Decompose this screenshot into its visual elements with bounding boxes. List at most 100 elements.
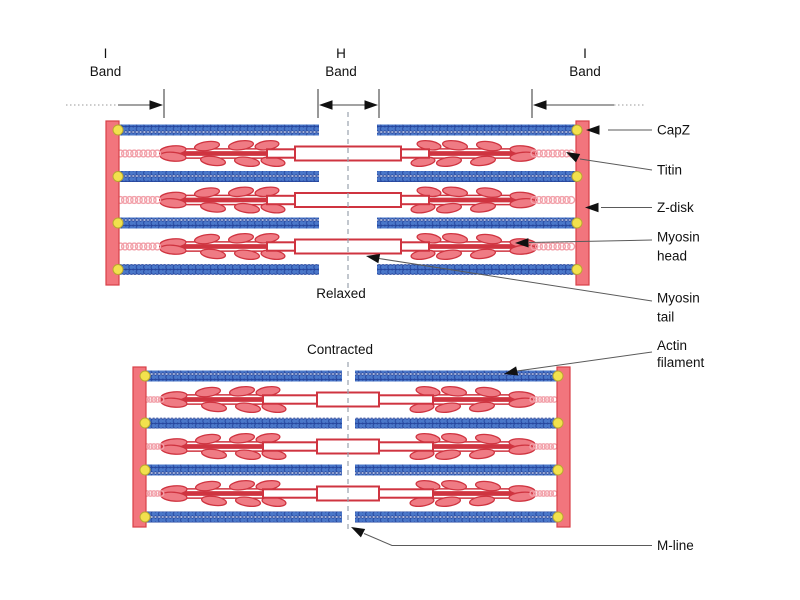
leader-arrowhead-capz: [586, 125, 600, 135]
myosin-head: [434, 449, 462, 461]
leader-line-myosin-tail: [378, 258, 653, 302]
titin-coil: [143, 396, 165, 403]
myosin-tail-sleeve-narrow: [400, 194, 430, 206]
titin-coil: [116, 242, 162, 251]
myosin-head: [228, 432, 256, 444]
actin-filament: [355, 370, 557, 382]
myosin-head: [468, 401, 496, 413]
titin-loop: [143, 149, 153, 158]
myosin-head: [193, 187, 221, 198]
titin-loop: [153, 149, 162, 158]
myosin-tail-sleeve-narrow: [262, 441, 318, 452]
titin-loop: [536, 490, 544, 497]
label-h-band-line2: Band: [325, 64, 357, 79]
label-m-line: M-line: [657, 538, 694, 553]
titin-loop: [536, 396, 544, 403]
leader-arrowhead-z-disk: [585, 202, 599, 213]
z-disk-bar: [556, 366, 571, 528]
titin-loop: [540, 396, 547, 403]
band-markers-layer: [66, 89, 646, 118]
titin-loop: [150, 396, 158, 403]
actin-filament: [119, 124, 319, 136]
titin-loop: [539, 195, 548, 205]
myosin-head: [469, 155, 497, 167]
i-band-right-arrowhead: [533, 100, 547, 110]
myosin-filament-half: [159, 232, 296, 261]
actin-filament: [355, 511, 557, 523]
capz-dot: [571, 124, 583, 136]
filaments-layer: [105, 112, 590, 529]
titin-loop: [530, 242, 539, 251]
myosin-head: [193, 233, 221, 245]
myosin-head: [233, 156, 261, 168]
titin-loop: [120, 195, 130, 205]
capz-dot: [139, 511, 151, 523]
titin-loop: [120, 149, 130, 158]
titin-loop: [130, 149, 139, 158]
label-i-band-left-line2: Band: [90, 64, 122, 79]
myosin-head: [227, 186, 255, 198]
titin-loop: [120, 242, 130, 251]
label-capz: CapZ: [657, 123, 690, 138]
myosin-head: [233, 249, 261, 261]
label-myosin-head-line2: head: [657, 249, 687, 264]
titin-coil: [116, 149, 162, 158]
titin-loop: [543, 490, 551, 497]
myosin-tail-sleeve-narrow: [266, 148, 296, 159]
titin-loop: [544, 242, 553, 251]
myosin-head: [200, 401, 228, 413]
titin-loop: [529, 396, 537, 403]
annotation-leaders-layer: [351, 125, 653, 546]
myosin-head: [194, 480, 222, 492]
myosin-head: [474, 480, 502, 492]
myosin-head: [468, 448, 496, 460]
myosin-head: [435, 249, 463, 261]
capz-dot: [112, 264, 124, 275]
titin-loop: [534, 195, 544, 205]
leader-arrowhead-titin: [566, 152, 581, 163]
titin-loop: [150, 490, 158, 497]
titin-loop: [544, 149, 553, 158]
myosin-head: [441, 139, 469, 151]
capz-dot: [571, 217, 583, 229]
titin-loop: [544, 195, 553, 205]
myosin-tail-sleeve-narrow: [266, 194, 296, 206]
titin-loop: [562, 242, 571, 251]
label-contracted: Contracted: [307, 342, 373, 357]
titin-loop: [557, 242, 567, 251]
myosin-head: [234, 496, 262, 508]
titin-loop: [532, 396, 540, 403]
titin-loop: [146, 490, 154, 497]
titin-loop: [547, 490, 555, 497]
leader-arrowhead-m-line: [351, 527, 366, 538]
leader-arrowhead-actin-filament: [504, 366, 519, 376]
titin-loop: [139, 195, 148, 205]
titin-loop: [143, 242, 153, 251]
label-myosin-tail-line1: Myosin: [657, 291, 700, 306]
titin-loop: [154, 396, 161, 403]
myosin-filament-half: [160, 479, 318, 508]
actin-filament: [146, 511, 342, 523]
myosin-head: [435, 202, 463, 214]
titin-loop: [148, 149, 157, 158]
leader-line-actin-filament: [516, 351, 653, 372]
actin-filament: [119, 171, 319, 182]
titin-loop: [536, 443, 544, 450]
titin-loop: [148, 242, 157, 251]
titin-loop: [550, 443, 558, 450]
titin-loop: [539, 149, 548, 158]
capz-dot: [552, 511, 564, 523]
myosin-head: [440, 432, 468, 444]
myosin-filament-half: [160, 385, 318, 414]
titin-loop: [548, 195, 557, 205]
labels-layer: I Band H Band I Band Relaxed Contracted …: [90, 46, 705, 553]
titin-loop: [550, 396, 558, 403]
capz-dot: [112, 217, 124, 229]
titin-loop: [150, 443, 158, 450]
myosin-head: [434, 402, 462, 414]
titin-loop: [534, 149, 544, 158]
myosin-head: [434, 496, 462, 508]
myosin-filament-half: [378, 385, 536, 414]
titin-loop: [125, 149, 134, 158]
